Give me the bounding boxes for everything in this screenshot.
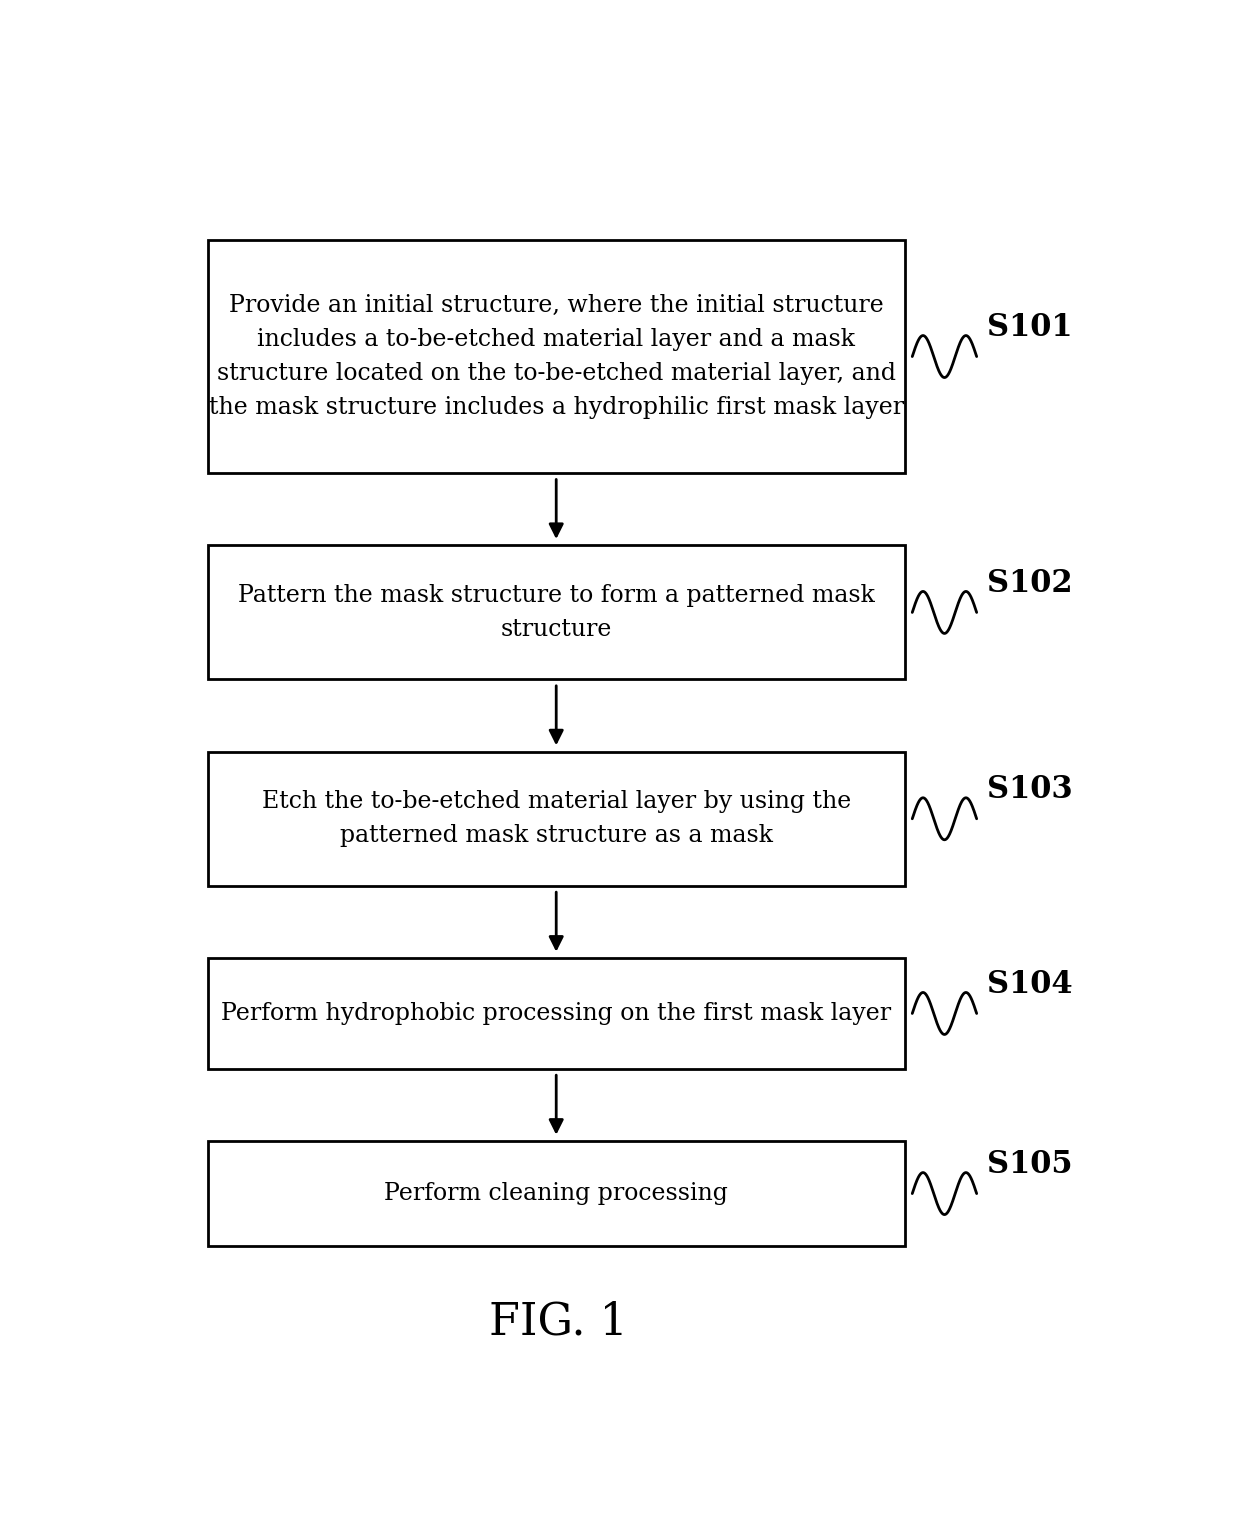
Bar — [208, 239, 905, 472]
Text: S101: S101 — [987, 312, 1073, 342]
Text: S104: S104 — [987, 969, 1073, 999]
Bar — [208, 958, 905, 1069]
Text: Pattern the mask structure to form a patterned mask
structure: Pattern the mask structure to form a pat… — [238, 584, 874, 640]
Text: S105: S105 — [987, 1149, 1073, 1179]
Text: S102: S102 — [987, 568, 1073, 600]
Text: Perform hydrophobic processing on the first mask layer: Perform hydrophobic processing on the fi… — [221, 1002, 892, 1025]
Text: Perform cleaning processing: Perform cleaning processing — [384, 1182, 728, 1205]
Text: FIG. 1: FIG. 1 — [490, 1301, 627, 1343]
Text: Etch the to-be-etched material layer by using the
patterned mask structure as a : Etch the to-be-etched material layer by … — [262, 790, 851, 848]
Bar — [208, 1142, 905, 1246]
Bar — [208, 752, 905, 886]
Bar — [208, 545, 905, 680]
Text: S103: S103 — [987, 774, 1073, 805]
Text: Provide an initial structure, where the initial structure
includes a to-be-etche: Provide an initial structure, where the … — [208, 294, 904, 419]
